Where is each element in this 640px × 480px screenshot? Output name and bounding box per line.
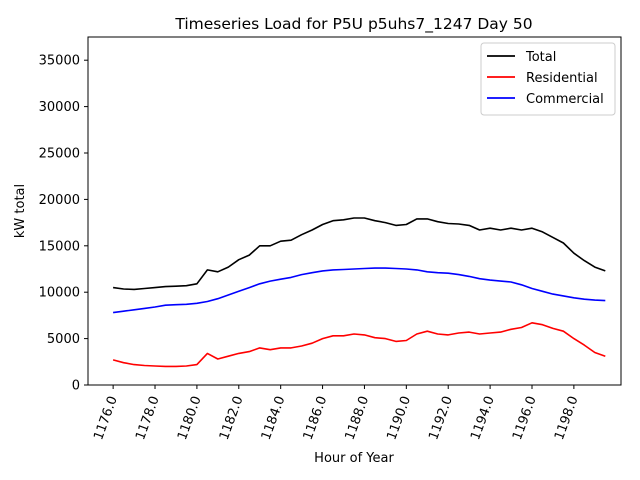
legend-label-total: Total	[525, 50, 556, 65]
series-line-total	[112, 217, 606, 291]
plot-frame	[87, 36, 622, 386]
series-lines	[112, 217, 606, 368]
y-tick-label: 5000	[47, 332, 80, 347]
series-line-residential	[112, 321, 606, 368]
y-tick-label: 35000	[39, 54, 80, 69]
legend: Total Residential Commercial	[480, 42, 616, 116]
legend-label-residential: Residential	[526, 71, 598, 86]
y-tick-label: 15000	[39, 239, 80, 254]
y-tick-label: 25000	[39, 147, 80, 162]
y-tick-label: 0	[72, 379, 80, 394]
y-tick-label: 30000	[39, 100, 80, 115]
y-axis-label: kW total	[13, 184, 28, 238]
legend-label-commercial: Commercial	[526, 92, 604, 107]
series-line-commercial	[112, 267, 606, 314]
chart-title: Timeseries Load for P5U p5uhs7_1247 Day …	[174, 15, 532, 34]
x-axis-label: Hour of Year	[314, 451, 394, 466]
y-axis-ticks: 0 5000 10000 15000 20000 25000 30000 35000	[39, 54, 88, 394]
legend-box	[480, 42, 616, 116]
y-tick-label: 20000	[39, 193, 80, 208]
y-tick-label: 10000	[39, 286, 80, 301]
